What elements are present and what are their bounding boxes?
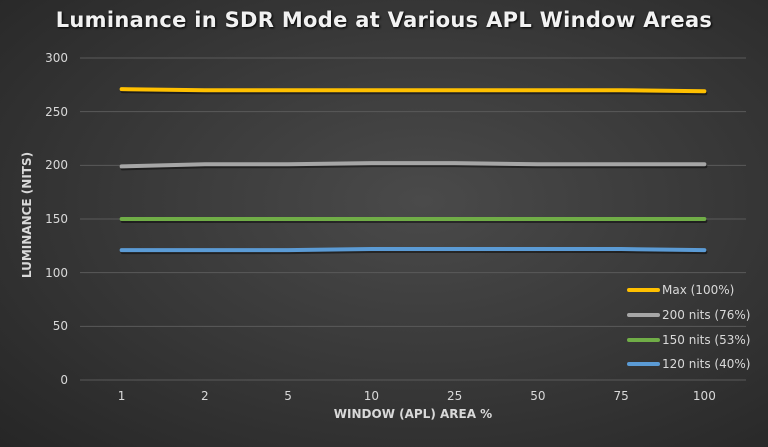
x-tick-label: 2 <box>201 389 209 403</box>
x-tick-label: 100 <box>692 389 716 403</box>
y-tick-label: 0 <box>60 373 68 387</box>
x-tick-label: 50 <box>530 389 546 403</box>
legend-label: 200 nits (76%) <box>662 308 751 323</box>
chart-title: Luminance in SDR Mode at Various APL Win… <box>55 8 713 32</box>
y-tick-label: 150 <box>45 212 68 226</box>
x-tick-label: 25 <box>446 389 463 403</box>
x-tick-label: 1 <box>117 389 126 403</box>
y-tick-label: 200 <box>45 158 68 173</box>
y-tick-label: 100 <box>45 265 68 280</box>
legend-item: Max (100%) <box>627 278 750 303</box>
legend-label: 120 nits (40%) <box>662 357 751 372</box>
y-tick-label: 250 <box>45 104 68 119</box>
y-tick-label: 50 <box>52 319 68 334</box>
legend-label: 150 nits (53%) <box>662 332 751 347</box>
x-tick-label: 75 <box>613 389 629 403</box>
legend-item: 150 nits (53%) <box>627 327 750 352</box>
legend: Max (100%) 200 nits (76%) 150 nits (53%) 12… <box>627 278 750 377</box>
series-line-0 <box>119 87 707 94</box>
x-tick-label: 10 <box>363 389 380 403</box>
x-axis-title: WINDOW (APL) AREA % <box>333 407 493 421</box>
legend-swatch <box>627 362 660 367</box>
legend-swatch <box>627 288 660 293</box>
y-axis-title: LUMINANCE (NITS) <box>20 151 34 279</box>
legend-item: 120 nits (40%) <box>627 352 750 377</box>
y-tick-label: 300 <box>45 51 68 65</box>
legend-swatch <box>627 337 660 342</box>
x-tick-label: 5 <box>284 389 292 403</box>
series-line-1 <box>119 161 707 169</box>
legend-label: Max (100%) <box>662 283 735 298</box>
legend-swatch <box>627 313 660 318</box>
series-line-3 <box>119 247 707 253</box>
legend-item: 200 nits (76%) <box>627 303 750 328</box>
